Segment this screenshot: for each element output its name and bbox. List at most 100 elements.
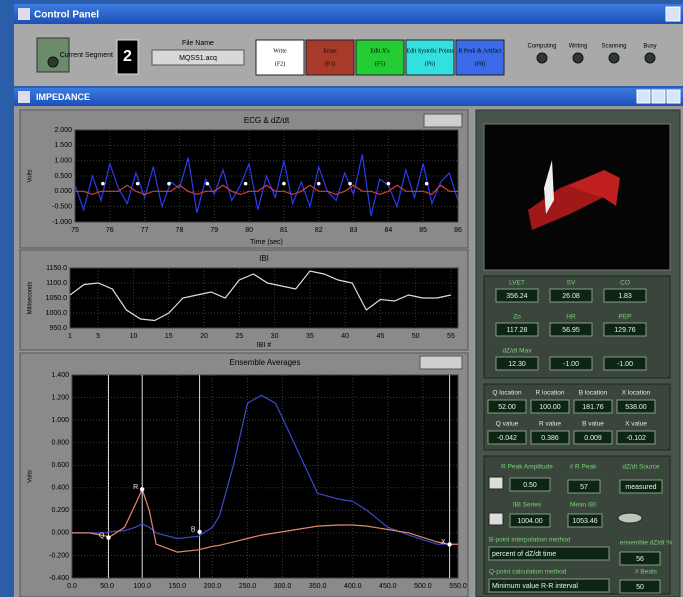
point-marker [106,535,111,540]
x-tick-label: 55 [447,333,455,340]
y-tick-label: 1100.0 [46,280,67,287]
file-name-label: File Name [182,40,214,47]
button-key: (F5) [375,60,385,67]
graph-tools[interactable] [419,355,463,370]
field-label: PEP [618,314,631,321]
window-icon [18,91,30,103]
readout-field [495,288,539,303]
setting-field [567,479,601,494]
y-axis-label: Volts [28,470,34,483]
setting-field [619,579,661,594]
x-tick-label: 15 [165,333,173,340]
x-tick-label: 83 [350,227,358,234]
readout-value: -1.00 [617,361,633,368]
x-tick-label: 200.0 [204,583,222,590]
readout-field [549,288,593,303]
y-tick-label: 1.400 [51,372,69,379]
window-title: Control Panel [34,10,99,21]
chart-title: IBI [259,254,269,263]
spinner[interactable] [488,476,504,490]
y-tick-label: -0.200 [49,552,69,559]
x-tick-label: 78 [176,227,184,234]
button-label: Edit X's [370,48,390,54]
y-tick-label: 1050.0 [46,295,68,302]
readout-value: 56.95 [562,327,580,334]
r-peak-point [282,181,286,186]
toggle-switch[interactable] [617,512,643,524]
minimize-button[interactable] [636,89,651,104]
field-label: LVET [509,280,525,287]
field-label: X location [622,390,651,397]
y-tick-label: 0.200 [51,507,69,514]
close-button[interactable] [666,89,681,104]
chart-title: Ensemble Averages [229,358,300,367]
field-label: Q value [496,421,519,428]
graph-tools[interactable] [423,113,463,128]
r-peak-point [386,181,391,186]
x-tick-label: 300.0 [274,583,292,590]
setting-value: 56 [636,556,644,563]
readout-field [603,322,647,337]
readout-field [603,356,647,371]
field-label: B value [582,421,604,428]
y-tick-label: 0.800 [51,440,69,447]
x-tick-label: 100.0 [133,583,151,590]
y-tick-label: 1.000 [54,158,72,165]
y-tick-label: 0.500 [54,173,72,180]
status-led [644,52,656,64]
setting-value: 0.50 [523,482,537,489]
setting-value: 1053.46 [572,518,597,525]
field-label: ensemble dZ/dt % [620,540,673,547]
setting-field [567,513,603,528]
surface [544,160,554,214]
location-value: 52.00 [498,404,516,411]
maximize-button[interactable] [651,89,666,104]
title-bar [14,4,683,24]
location-value: -0.042 [497,435,517,442]
location-value: 0.009 [584,435,602,442]
function-button[interactable] [355,39,405,76]
field-label: dZ/dt Max [503,348,533,355]
window-title: IMPEDANCE [36,92,90,102]
minimize-button[interactable] [665,6,681,22]
field-label: Q-point calculation method [489,569,567,576]
field-label: Mean IBI [570,502,596,509]
x-tick-label: 25 [235,333,243,340]
spinner[interactable] [488,512,504,526]
window-icon [18,8,30,20]
series-line [75,184,458,196]
y-axis-label: Volts [28,169,34,182]
marker-label: Q [99,532,105,539]
setting-value: 57 [580,484,588,491]
field-label: # R Peak [570,464,597,471]
field-label: R Peak Amplitude [501,464,553,471]
y-tick-label: 0.600 [51,462,69,469]
function-button[interactable] [455,39,505,76]
function-button[interactable] [305,39,355,76]
y-tick-label: 1.000 [51,417,69,424]
r-peak-point [167,181,171,186]
x-tick-label: 85 [419,227,427,234]
location-value: 181.76 [582,404,604,411]
field-label: HR [566,314,576,321]
y-tick-label: -0.400 [49,575,69,582]
x-tick-label: 5 [96,333,100,340]
segment-display[interactable] [116,39,139,75]
field-label: IBI Series [513,502,542,509]
button-key: (F8) [475,60,485,67]
readout-value: -1.00 [563,361,579,368]
x-axis-label: Time (sec) [250,239,283,246]
x-tick-label: 0.0 [67,583,77,590]
setting-value: measured [625,484,656,491]
file-name-field[interactable] [151,49,245,66]
function-button[interactable] [255,39,305,76]
setting-value: 50 [636,584,644,591]
button-label: Write [273,48,287,54]
function-button[interactable] [405,39,455,76]
location-field [530,399,570,414]
field-label: Q location [492,390,522,397]
x-tick-label: 76 [106,227,114,234]
r-peak-point [101,181,105,186]
button-key: (F6) [425,60,435,67]
